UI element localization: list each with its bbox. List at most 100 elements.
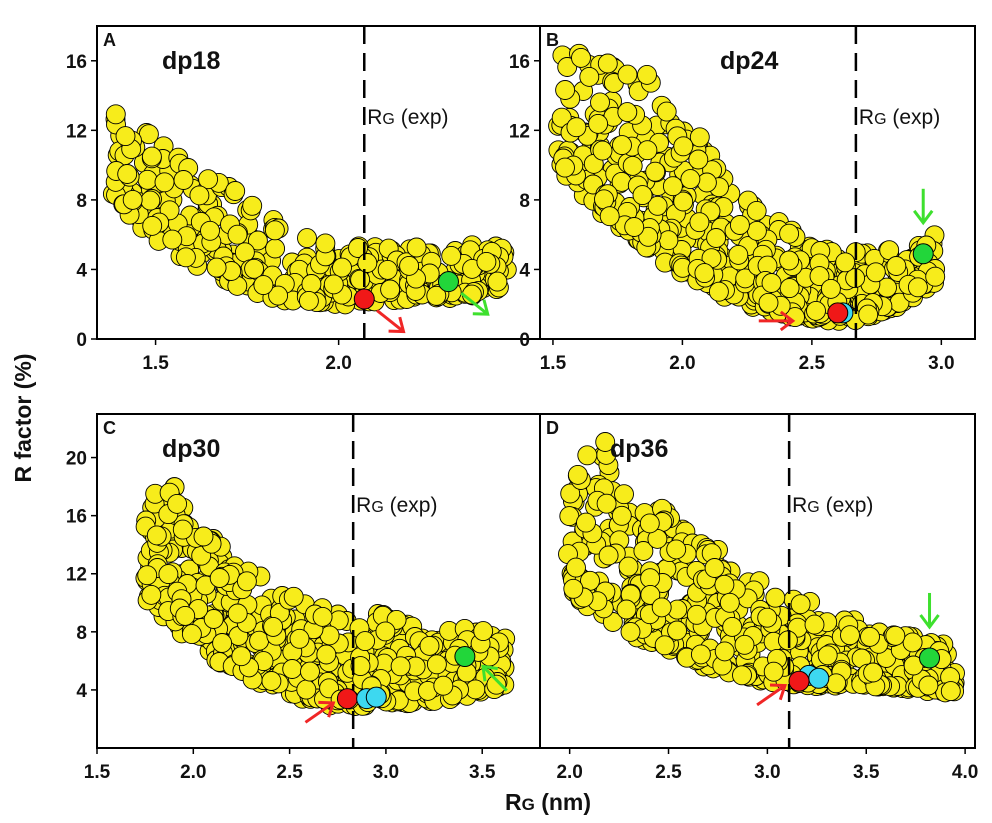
data-point: [763, 661, 784, 682]
data-point: [597, 53, 618, 74]
data-point: [658, 230, 679, 251]
best_fit-arrow: [304, 700, 336, 724]
y-tick-label: 16: [509, 52, 530, 73]
data-point: [611, 505, 632, 526]
data-point: [706, 228, 727, 248]
rg-exp-label-main: R: [792, 494, 807, 517]
data-point: [486, 674, 507, 695]
x-tick-label: 2.5: [276, 762, 303, 783]
data-point: [620, 621, 641, 642]
y-tick-label: 8: [519, 191, 530, 212]
best_fit-arrow: [756, 683, 788, 707]
data-point: [612, 135, 632, 156]
best_fit-arrow-head: [779, 310, 796, 332]
data-point: [757, 607, 778, 628]
data-point: [835, 252, 856, 273]
cluster-point: [365, 686, 387, 708]
alternative-arrow-head: [919, 614, 940, 630]
data-point: [154, 172, 175, 193]
data-point: [840, 625, 860, 646]
data-point: [722, 616, 743, 637]
sample-cloud: [135, 477, 516, 716]
plot-frame: [539, 25, 976, 340]
y-tick-label: 0: [519, 330, 530, 351]
rg-exp-label-main: R: [367, 106, 382, 129]
data-point: [406, 237, 427, 258]
best_fit-arrow: [758, 310, 796, 332]
highlighted-points: [353, 271, 459, 310]
data-point: [193, 526, 214, 547]
data-point: [886, 256, 907, 276]
data-point: [595, 432, 616, 452]
data-point: [637, 140, 658, 161]
data-point: [555, 157, 575, 178]
alternative-arrow: [913, 188, 934, 226]
data-point: [590, 92, 610, 113]
data-point: [146, 525, 167, 546]
x-axis-title-unit: (nm): [535, 789, 591, 815]
data-point: [138, 124, 159, 145]
data-point: [779, 250, 800, 271]
data-point: [242, 195, 263, 216]
x-tick-label: 2.0: [669, 353, 695, 374]
rg-exp-label-main: R: [356, 494, 371, 517]
data-point: [779, 278, 800, 299]
data-point: [559, 506, 580, 527]
y-tick-label: 8: [76, 191, 87, 212]
data-point: [689, 127, 710, 148]
data-point: [858, 304, 879, 325]
data-point: [348, 238, 368, 258]
data-point: [175, 605, 196, 626]
data-point: [746, 220, 767, 241]
data-point: [375, 621, 396, 642]
x-axis-title: RG (nm): [505, 789, 591, 815]
data-point: [115, 126, 136, 147]
highlighted-points: [827, 243, 934, 324]
data-point: [298, 290, 319, 311]
x-axis-title-sub: G: [522, 795, 535, 814]
x-tick-label: 2.0: [180, 762, 206, 783]
best_fit-point: [788, 670, 810, 692]
data-point: [571, 47, 591, 68]
alternative-arrow-head: [913, 209, 934, 226]
data-point: [690, 644, 711, 665]
data-point: [296, 679, 317, 700]
rg-exp-label-sub: G: [807, 499, 819, 516]
best_fit-arrow-head: [318, 700, 336, 718]
plot-frame: [539, 413, 976, 749]
data-point: [577, 445, 598, 466]
x-tick-label: 3.0: [754, 762, 780, 783]
data-point: [732, 665, 752, 686]
y-tick-label: 20: [66, 449, 87, 470]
data-point: [332, 257, 352, 278]
best_fit-arrow: [376, 309, 406, 334]
data-point: [227, 603, 248, 624]
data-point: [350, 656, 371, 677]
data-point: [746, 200, 767, 221]
data-point: [666, 539, 687, 560]
data-point: [826, 673, 847, 694]
data-point: [137, 565, 158, 586]
data-point: [809, 266, 830, 287]
data-point: [253, 275, 274, 296]
data-point: [594, 189, 614, 210]
data-point: [704, 558, 725, 578]
y-tick-label: 4: [519, 260, 530, 281]
best_fit-arrow-shaft: [304, 701, 335, 724]
panel-title: dp36: [610, 435, 668, 463]
data-point: [244, 258, 265, 279]
data-point: [300, 661, 320, 682]
data-point: [885, 625, 906, 646]
x-tick-label: 3.0: [373, 762, 399, 783]
data-point: [419, 635, 440, 656]
data-point: [212, 633, 233, 653]
data-point: [622, 155, 643, 176]
x-tick-label: 1.5: [142, 353, 169, 374]
rg-exp-label-suffix: (exp): [887, 106, 941, 129]
data-point: [806, 300, 826, 321]
data-point: [265, 238, 286, 259]
data-point: [426, 654, 447, 675]
data-point: [918, 675, 939, 696]
